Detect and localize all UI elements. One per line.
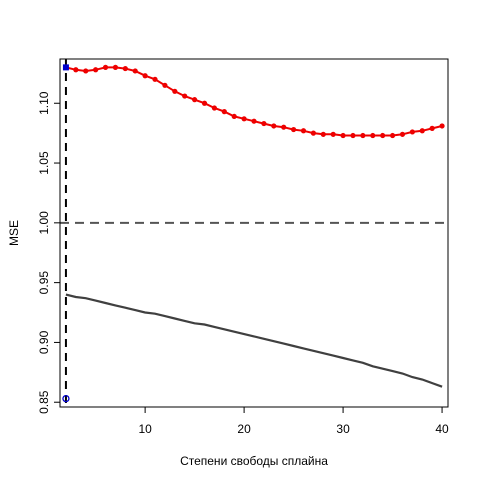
series-1-point (370, 132, 376, 139)
series-1-point (192, 97, 198, 103)
series-1-point (419, 128, 425, 134)
series-1-point (102, 64, 109, 70)
y-tick-label: 1.10 (37, 91, 51, 115)
series-1-point (162, 82, 168, 88)
y-tick-label: 0.90 (37, 330, 51, 354)
series-1-point (399, 131, 406, 137)
series-1-point (350, 132, 356, 139)
series-1-point (271, 123, 277, 129)
series-1-point (221, 109, 227, 115)
series-1-point (241, 116, 247, 122)
series-1-point (182, 93, 188, 99)
series-1-point (152, 76, 158, 82)
series-1-point (172, 88, 178, 94)
x-axis-label: Степени свободы сплайна (180, 454, 328, 468)
series-1-point (122, 65, 128, 72)
series-1-point (201, 100, 208, 106)
series-1-point (429, 125, 435, 131)
series-1-point (132, 68, 138, 74)
plot-frame (59, 58, 449, 408)
y-axis: 0.85 0.90 0.95 1.00 1.05 1.10 (37, 91, 61, 414)
markers-layer (62, 64, 70, 403)
series-1-line (65, 66, 443, 137)
x-tick-label: 10 (138, 422, 152, 436)
series-1-point (380, 132, 386, 139)
optimum-marker (62, 64, 69, 71)
x-tick-label: 20 (237, 422, 251, 436)
series-1-point (142, 73, 148, 79)
series-1-point (112, 64, 119, 70)
series-1-point (251, 118, 257, 124)
series-1-point (439, 123, 445, 129)
series-1-point (310, 130, 316, 136)
series-1-point (300, 128, 307, 134)
baseline-marker (62, 394, 70, 403)
series-1-point (320, 131, 326, 137)
series-2-line (65, 293, 443, 388)
x-tick-label: 40 (435, 422, 449, 436)
x-tick-label: 30 (336, 422, 350, 436)
series-1-point (73, 67, 79, 73)
series-1-point (330, 131, 336, 137)
series-1-point (290, 126, 297, 133)
series-1-point (231, 113, 237, 120)
series-1-point (83, 68, 89, 74)
y-axis-label: MSE (7, 220, 21, 246)
series-layer (63, 64, 445, 388)
series-1-point (281, 124, 287, 130)
series-1-point (93, 67, 99, 73)
y-tick-label: 1.05 (37, 151, 51, 175)
x-axis: 10 20 30 40 (138, 406, 449, 436)
y-tick-label: 0.95 (37, 271, 51, 295)
y-tick-label: 0.85 (37, 390, 51, 414)
y-tick-label: 1.00 (37, 211, 51, 235)
series-1-point (261, 120, 267, 127)
reference-lines-layer (60, 59, 448, 407)
series-1-point (389, 132, 396, 139)
series-1-point (360, 132, 366, 139)
series-1-point (340, 132, 346, 139)
series-1-point (409, 129, 415, 135)
series-1-point (211, 105, 218, 111)
